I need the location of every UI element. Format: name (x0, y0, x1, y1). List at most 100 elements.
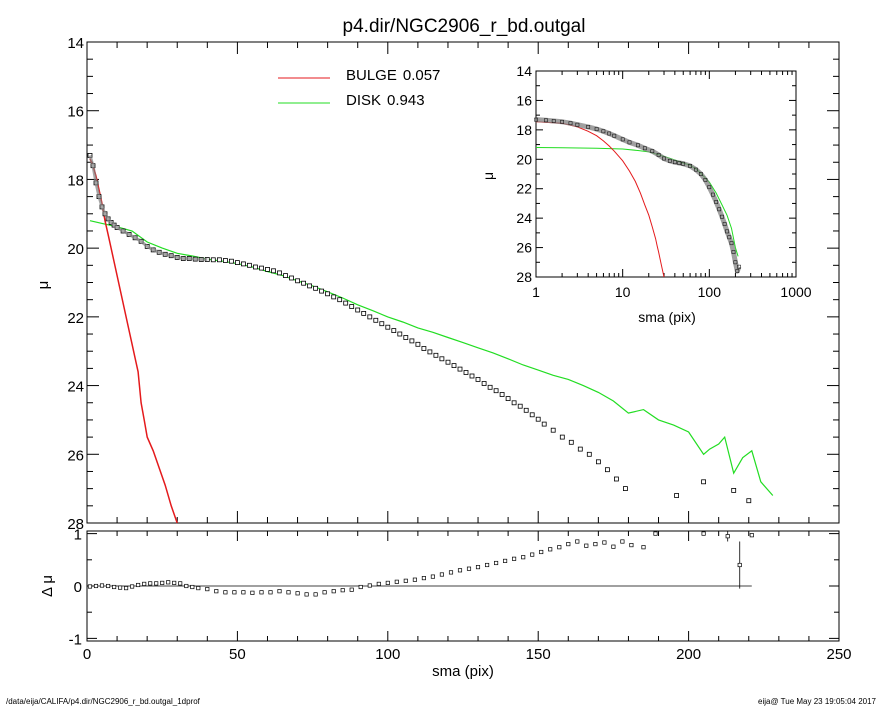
data-point (731, 487, 737, 493)
res-y-tick-label: 0 (74, 579, 82, 596)
residual-point (653, 531, 658, 536)
data-point (319, 288, 325, 294)
legend-bulge-name: BULGE (346, 67, 397, 84)
residual-point (295, 591, 300, 596)
residual-point (148, 581, 153, 586)
residual-point (286, 590, 291, 595)
residual-point (232, 590, 237, 595)
inset-data-point (627, 140, 632, 145)
residual-point (530, 552, 535, 557)
y-tick-label: 14 (67, 35, 84, 52)
residual-point (466, 566, 472, 571)
res-y-tick-label: 1 (74, 527, 82, 544)
data-point (511, 400, 517, 406)
data-point (210, 257, 216, 263)
residual-point (190, 584, 195, 590)
inset-data-point (714, 200, 719, 204)
residual-ylabel: Δ μ (39, 575, 56, 597)
residual-point (385, 580, 390, 585)
inset-x-tick-label: 1 (532, 284, 540, 300)
residual-point (403, 578, 408, 583)
inset-data-point (699, 172, 703, 176)
residual-point (439, 572, 444, 577)
data-point (283, 273, 288, 279)
inset-data-point (731, 250, 736, 254)
residual-point (749, 533, 754, 538)
data-point (523, 407, 529, 413)
data-point (499, 392, 505, 397)
inset-y-tick-label: 22 (516, 181, 532, 197)
data-point (746, 498, 752, 504)
residual-point (358, 584, 363, 590)
x-tick-label: 150 (526, 646, 551, 663)
data-point (301, 280, 307, 286)
residual-point (593, 542, 598, 547)
data-point (361, 310, 367, 316)
data-point (415, 341, 421, 347)
inset-y-tick-label: 26 (516, 240, 532, 256)
residual-point (166, 580, 171, 585)
residual-point (124, 586, 129, 591)
residual-point (349, 587, 354, 592)
chart-title: p4.dir/NGC2906_r_bd.outgal (343, 16, 586, 37)
data-point (701, 479, 706, 485)
residual-point (87, 584, 93, 589)
inset-data-band (535, 117, 742, 274)
legend-label-disk: DISK 0.943 (346, 92, 425, 109)
residual-point (93, 583, 99, 589)
data-point (331, 294, 337, 300)
data-point (433, 352, 439, 358)
inset-data-point (717, 207, 722, 212)
data-point (535, 416, 541, 422)
data-points (87, 152, 752, 504)
residual-point (154, 581, 159, 586)
residual-point (172, 580, 177, 585)
residual-point (268, 590, 273, 595)
inset-data-point (672, 160, 677, 165)
data-point (445, 359, 451, 365)
inset-data-point (727, 235, 732, 240)
residual-point (99, 583, 105, 588)
inset-ylabel: μ (480, 172, 496, 180)
data-point (391, 328, 397, 334)
residual-point (340, 588, 345, 593)
inset-y-tick-label: 20 (516, 151, 532, 167)
data-point (277, 270, 282, 276)
residual-point (313, 592, 318, 597)
inset-data-point (725, 229, 729, 234)
inset-panel: 14 16 18 20 22 24 26 281 10 100 1000 μ sma (pix) (480, 63, 812, 325)
data-point (234, 260, 240, 266)
residual-point (494, 560, 499, 566)
res-y-tick-label: -1 (69, 631, 82, 648)
data-point (481, 381, 487, 386)
data-point (271, 268, 276, 274)
residual-point (475, 565, 481, 570)
inset-frame (535, 70, 797, 278)
inset-data-point (735, 269, 740, 273)
data-point (457, 366, 463, 372)
inset-data-point (662, 156, 666, 161)
footer-timestamp: eija@ Tue May 23 19:05:04 2017 (758, 697, 876, 706)
data-point (559, 434, 565, 440)
residual-point (503, 558, 508, 563)
residual-point (214, 589, 219, 594)
residual-point (205, 587, 210, 592)
inset-xlabel: sma (pix) (638, 309, 696, 325)
residual-point (575, 539, 580, 544)
x-tick-label: 50 (229, 646, 246, 663)
y-tick-label: 24 (67, 379, 84, 396)
legend-disk-name: DISK (346, 92, 381, 109)
inset-data-point (656, 153, 661, 157)
data-point (313, 285, 319, 291)
data-point (403, 335, 409, 340)
inset-data-point (642, 146, 647, 151)
inset-data-point (681, 161, 686, 166)
data-point (493, 388, 499, 394)
main-ylabel: μ (35, 281, 52, 290)
inset-data-point (636, 143, 640, 148)
residual-point (376, 581, 381, 586)
inset-data-point (607, 131, 612, 136)
data-point (355, 307, 361, 313)
inset-x-tick-label: 10 (615, 284, 631, 300)
legend-label-bulge: BULGE 0.057 (346, 67, 440, 84)
